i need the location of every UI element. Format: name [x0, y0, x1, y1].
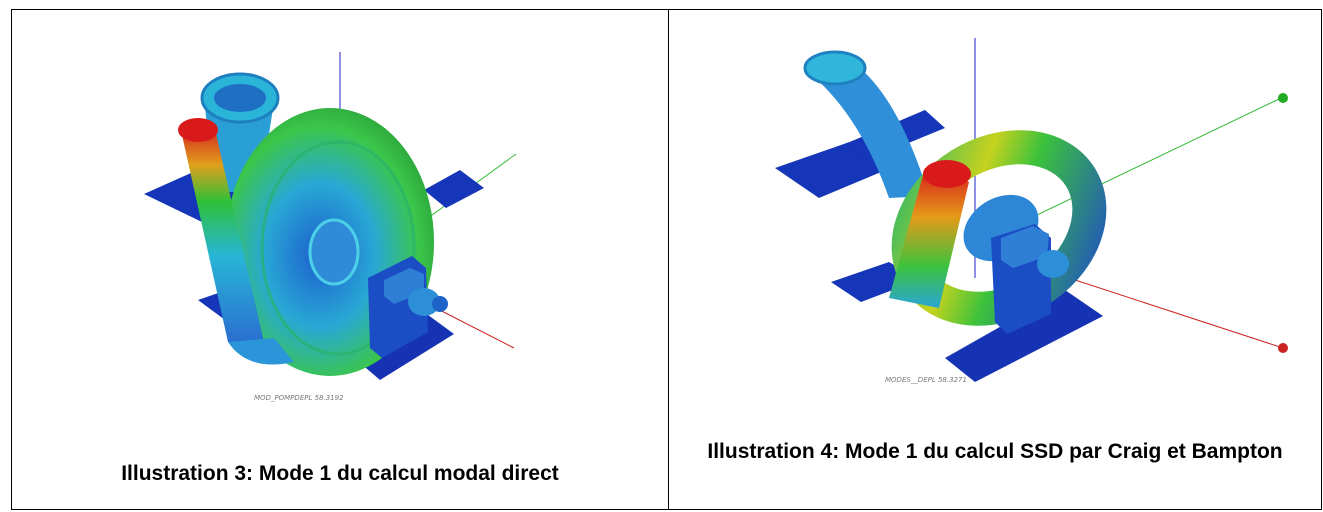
figure-caption: Illustration 4: Mode 1 du calcul SSD par…	[707, 440, 1283, 463]
render-label: MOD_POMPDEPL 58.3192	[254, 394, 344, 402]
pump-mode-render-direct: MOD_POMPDEPL 58.3192	[144, 52, 517, 402]
table-divider	[668, 9, 669, 510]
figure-cell-right: MODES__DEPL 58.3271 Illustration 4: Mode…	[669, 10, 1321, 509]
figure-cell-left: MOD_POMPDEPL 58.3192 Illustration 3: Mod…	[12, 10, 668, 509]
figure-caption: Illustration 3: Mode 1 du calcul modal d…	[121, 462, 559, 485]
pump-mode-render-ssd: MODES__DEPL 58.3271	[775, 38, 1288, 384]
render-label: MODES__DEPL 58.3271	[885, 376, 967, 384]
figure-table	[11, 9, 1322, 510]
